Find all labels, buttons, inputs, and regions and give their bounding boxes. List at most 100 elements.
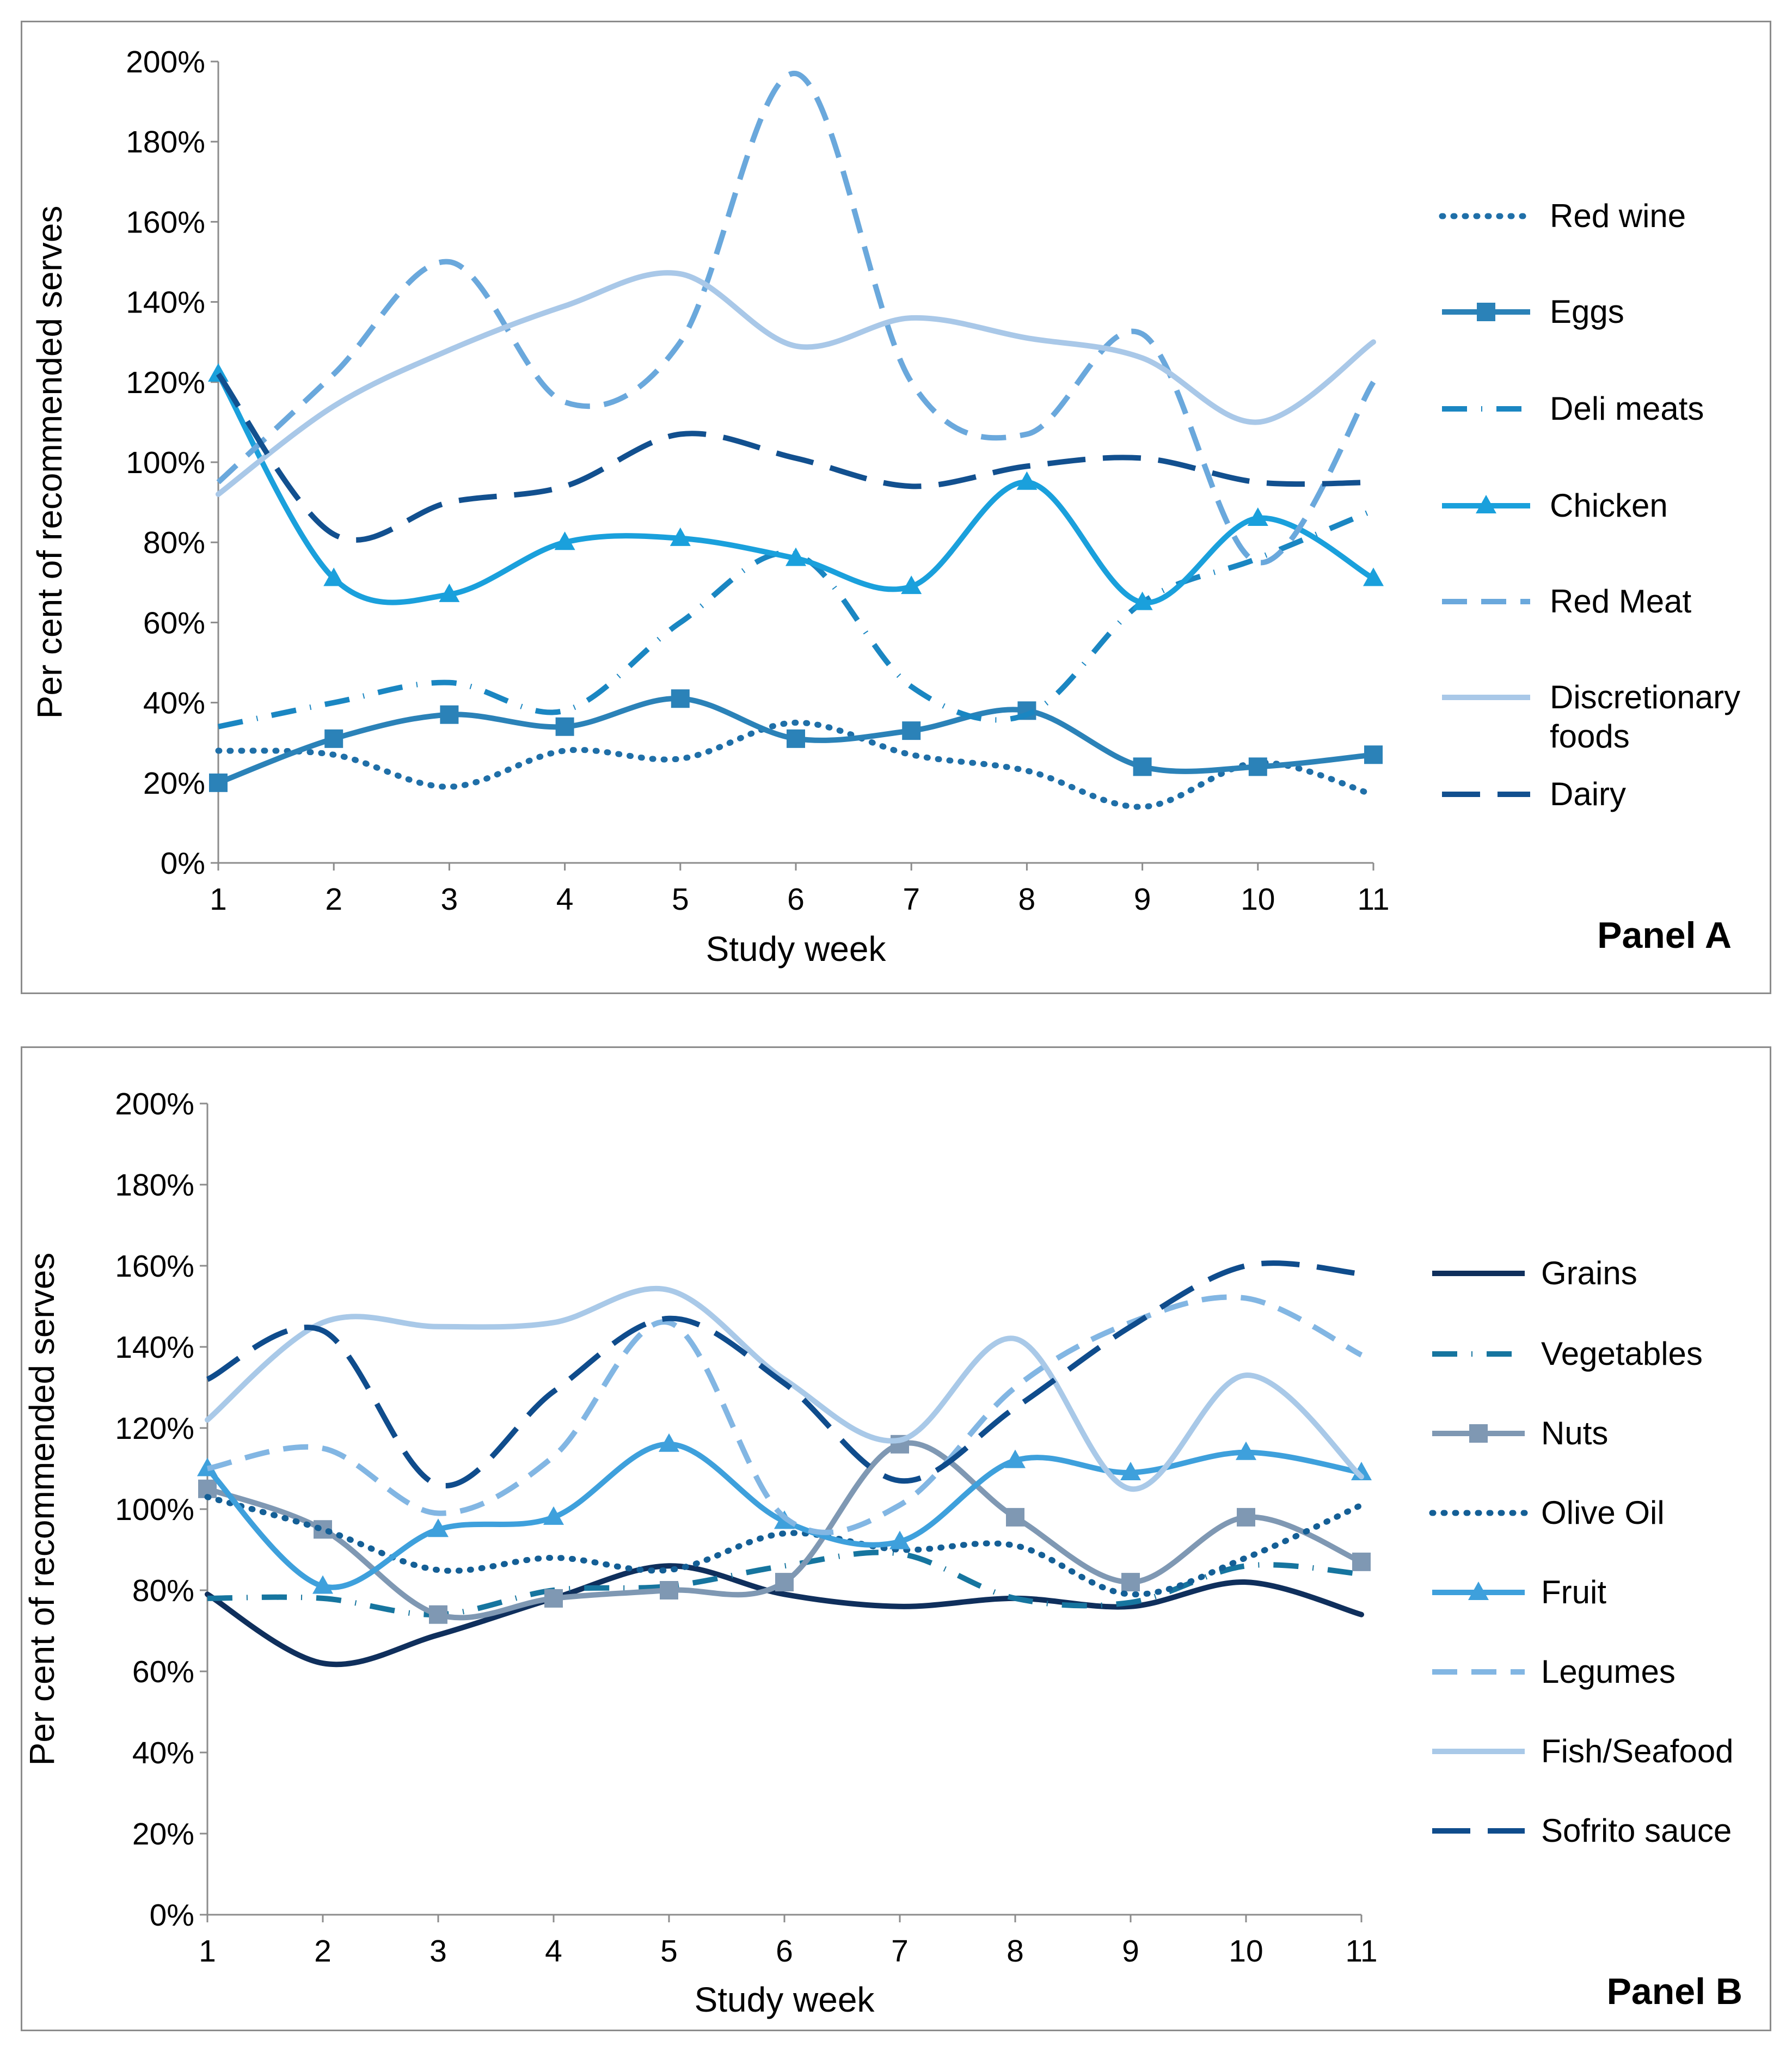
legend-item-grains: Grains xyxy=(1432,1255,1637,1291)
data-point-nuts xyxy=(660,1581,678,1599)
panel-label: Panel A xyxy=(1597,915,1732,956)
data-point-eggs xyxy=(1364,745,1383,764)
series-red-meat xyxy=(216,71,1376,566)
legend-label: Grains xyxy=(1541,1255,1637,1291)
legend-item-fish-seafood: Fish/Seafood xyxy=(1432,1733,1734,1769)
x-tick-label: 3 xyxy=(441,882,458,917)
data-point-fruit xyxy=(889,1530,910,1549)
y-tick-label: 100% xyxy=(115,1492,194,1527)
legend-label: Red Meat xyxy=(1550,583,1691,620)
y-tick-label: 180% xyxy=(126,125,205,160)
legend-label: Fruit xyxy=(1541,1574,1606,1610)
y-tick-label: 200% xyxy=(115,1087,194,1122)
series-eggs xyxy=(209,689,1383,792)
data-point-chicken xyxy=(1363,567,1384,586)
legend-label: Discretionary foods xyxy=(1550,679,1740,755)
legend-item-fruit: Fruit xyxy=(1432,1574,1606,1610)
data-point-chicken xyxy=(1016,471,1038,490)
x-tick-label: 7 xyxy=(903,882,920,917)
legend-label: Sofrito sauce xyxy=(1541,1812,1732,1849)
data-point-eggs xyxy=(209,773,228,792)
x-tick-label: 3 xyxy=(429,1934,447,1969)
series-sofrito-sauce xyxy=(206,1260,1362,1488)
legend-marker xyxy=(1477,303,1495,321)
legend-item-vegetables: Vegetables xyxy=(1432,1335,1703,1372)
series-legumes xyxy=(207,1294,1363,1535)
x-tick-label: 1 xyxy=(210,882,227,917)
x-tick-label: 4 xyxy=(545,1934,562,1969)
data-point-fruit xyxy=(428,1518,449,1537)
panel-label: Panel B xyxy=(1607,1971,1742,2012)
legend-marker xyxy=(1468,1582,1489,1600)
y-tick-label: 60% xyxy=(132,1654,194,1689)
series-chicken xyxy=(208,363,1384,610)
data-point-chicken xyxy=(901,575,922,595)
legend-label: Legumes xyxy=(1541,1653,1676,1690)
legend-marker xyxy=(1469,1424,1488,1443)
y-tick-label: 0% xyxy=(161,846,205,881)
panel-b-chart: 0% 20% 40% 60% 80% 100% 120% 140% 160% 180% 200% 1 2… xyxy=(22,1087,1742,2019)
series-red-wine xyxy=(215,719,1377,810)
x-tick-label: 9 xyxy=(1134,882,1151,917)
y-tick-label: 200% xyxy=(126,45,205,79)
x-tick-label: 11 xyxy=(1357,882,1389,917)
y-axis-label: Per cent of recommended serves xyxy=(22,1253,62,1766)
series-grains xyxy=(205,1563,1364,1668)
series-line-olive-oil xyxy=(204,1494,1365,1598)
data-point-eggs xyxy=(787,729,805,748)
legend-label: Dairy xyxy=(1550,776,1626,812)
series-line-dairy xyxy=(216,372,1374,543)
data-point-nuts xyxy=(544,1589,563,1608)
data-point-nuts xyxy=(1352,1552,1371,1571)
panel-a: 0% 20% 40% 60% 80% 100% 120% 140% 160% 180% 200% 1 2… xyxy=(21,21,1771,994)
data-point-fruit xyxy=(1005,1449,1026,1468)
y-tick-label: 100% xyxy=(126,445,205,480)
data-point-nuts xyxy=(1121,1573,1140,1592)
x-axis-label: Study week xyxy=(695,1980,875,2019)
data-point-fruit xyxy=(312,1575,333,1594)
series-fruit xyxy=(197,1433,1372,1594)
legend-item-legumes: Legumes xyxy=(1432,1653,1676,1690)
legend-label: Olive Oil xyxy=(1541,1494,1665,1531)
legend-item-sofrito-sauce: Sofrito sauce xyxy=(1432,1812,1732,1849)
x-tick-label: 5 xyxy=(660,1934,678,1969)
x-tick-label: 8 xyxy=(1007,1934,1024,1969)
data-point-eggs xyxy=(440,705,459,724)
legend-label: Nuts xyxy=(1541,1415,1608,1451)
legend-label: Red wine xyxy=(1550,198,1686,234)
series-fish-seafood xyxy=(205,1285,1364,1492)
data-point-fruit xyxy=(1120,1461,1141,1480)
y-tick-label: 40% xyxy=(143,686,205,721)
legend-item-red-wine: Red wine xyxy=(1439,198,1686,234)
data-point-nuts xyxy=(1237,1507,1255,1527)
series-olive-oil xyxy=(204,1494,1365,1598)
x-tick-label: 11 xyxy=(1345,1934,1377,1969)
y-tick-label: 40% xyxy=(132,1736,194,1770)
legend-label: Eggs xyxy=(1550,293,1624,330)
legend-item-olive-oil: Olive Oil xyxy=(1429,1494,1665,1531)
legend-label: Vegetables xyxy=(1541,1335,1703,1372)
x-tick-label: 4 xyxy=(556,882,574,917)
series-line-sofrito-sauce xyxy=(206,1260,1362,1488)
data-point-chicken xyxy=(785,547,806,566)
y-tick-label: 160% xyxy=(126,205,205,240)
legend-item-chicken: Chicken xyxy=(1442,487,1668,524)
series-line-chicken xyxy=(216,371,1376,605)
series-line-deli-meats xyxy=(217,507,1374,730)
x-axis-label: Study week xyxy=(706,929,887,969)
data-point-eggs xyxy=(324,729,343,748)
legend-item-eggs: Eggs xyxy=(1442,293,1624,330)
legend-item-dairy: Dairy xyxy=(1442,776,1626,812)
legend-item-deli-meats: Deli meats xyxy=(1442,390,1704,427)
legend-item-nuts: Nuts xyxy=(1432,1415,1608,1451)
data-point-chicken xyxy=(554,531,575,550)
data-point-chicken xyxy=(670,527,691,546)
data-point-eggs xyxy=(671,689,690,708)
data-point-chicken xyxy=(323,567,345,586)
y-tick-label: 180% xyxy=(115,1168,194,1203)
y-tick-label: 20% xyxy=(132,1817,194,1852)
y-axis-label: Per cent of recommended serves xyxy=(30,206,69,719)
x-tick-label: 8 xyxy=(1018,882,1036,917)
legend-item-discretionary-foods: Discretionary foods xyxy=(1442,679,1740,755)
data-point-eggs xyxy=(555,717,574,736)
